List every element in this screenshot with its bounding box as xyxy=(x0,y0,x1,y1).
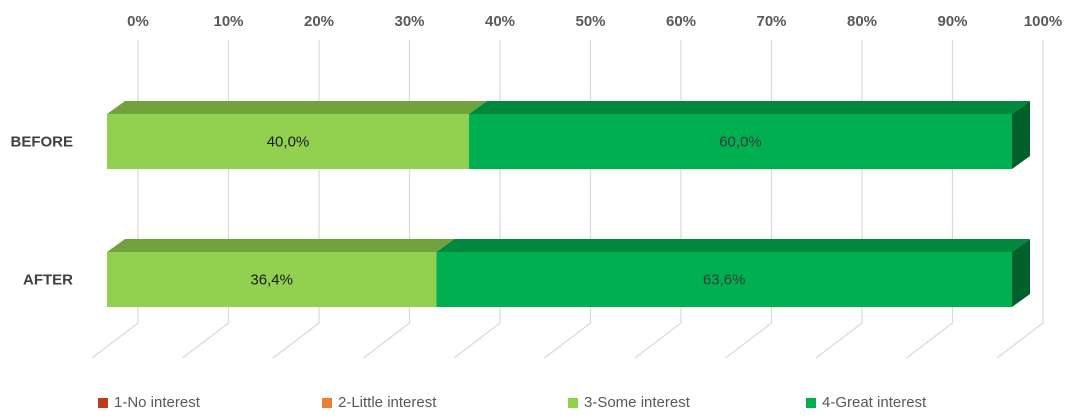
legend-item: 2-Little interest xyxy=(322,394,436,411)
bar-segment xyxy=(469,114,1012,169)
legend-item: 3-Some interest xyxy=(568,394,690,411)
legend-swatch xyxy=(806,397,816,408)
data-label: 63,6% xyxy=(703,272,746,289)
gridline-floor xyxy=(91,322,139,359)
bar-side-face xyxy=(1012,239,1030,307)
x-tick-label: 80% xyxy=(847,13,877,30)
category-label: AFTER xyxy=(23,272,73,289)
gridline-floor xyxy=(453,322,501,359)
gridline-floor xyxy=(815,322,863,359)
gridline-floor xyxy=(996,322,1044,359)
data-label: 36,4% xyxy=(250,272,293,289)
bar-segment xyxy=(107,252,437,307)
x-tick-label: 10% xyxy=(213,13,243,30)
gridline-floor xyxy=(544,322,591,359)
bar-segment xyxy=(107,114,469,169)
x-tick-label: 50% xyxy=(575,13,605,30)
gridline-floor xyxy=(363,322,410,359)
bar-side-face xyxy=(1012,101,1030,169)
bar-top-face xyxy=(436,239,1030,252)
gridline-floor xyxy=(725,322,772,359)
data-label: 40,0% xyxy=(267,134,310,151)
legend-label: 1-No interest xyxy=(114,394,200,411)
gridline-floor xyxy=(272,322,320,359)
legend-label: 4-Great interest xyxy=(822,394,927,411)
stacked-bar-chart: 0% 10% 20% 30% 40% 50% 60% 70% 80% 90% 100% 40,0% 6… xyxy=(10,13,1062,359)
bar-top-face xyxy=(469,101,1030,114)
bar-top-face xyxy=(107,101,487,114)
legend-item: 4-Great interest xyxy=(806,394,926,411)
bar-segment xyxy=(436,252,1012,307)
x-tick-label: 40% xyxy=(485,13,515,30)
category-label: BEFORE xyxy=(10,134,73,151)
x-tick-label: 0% xyxy=(127,13,149,30)
legend-label: 2-Little interest xyxy=(338,394,437,411)
x-tick-label: 20% xyxy=(304,13,334,30)
data-label: 60,0% xyxy=(719,134,762,151)
legend-swatch xyxy=(322,397,332,408)
legend-label: 3-Some interest xyxy=(584,394,690,411)
x-tick-label: 30% xyxy=(394,13,424,30)
x-tick-label: 60% xyxy=(666,13,696,30)
legend-swatch xyxy=(98,397,108,408)
gridline-floor xyxy=(182,322,229,359)
legend-item: 1-No interest xyxy=(98,394,200,411)
x-tick-label: 100% xyxy=(1024,13,1062,30)
gridline-floor xyxy=(634,322,682,359)
bar-top-face xyxy=(107,239,455,252)
x-tick-label: 90% xyxy=(937,13,967,30)
legend-swatch xyxy=(568,397,578,408)
gridline-floor xyxy=(906,322,953,359)
x-tick-label: 70% xyxy=(756,13,786,30)
chart-legend: 1-No interest 2-Little interest 3-Some int… xyxy=(0,394,1073,416)
